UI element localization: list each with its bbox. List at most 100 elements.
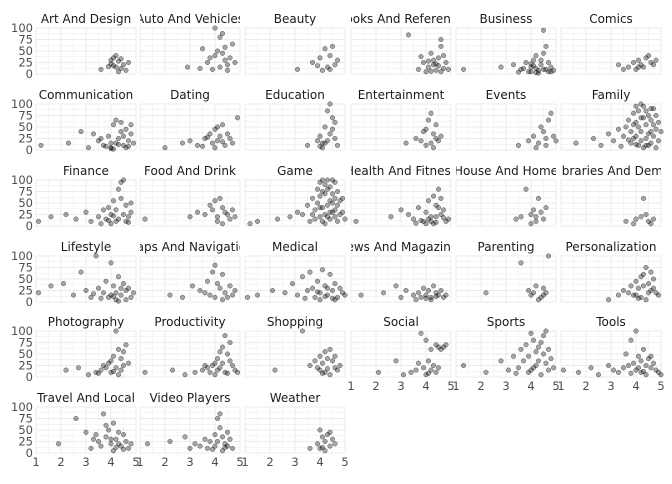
data-point <box>219 297 226 303</box>
data-point <box>38 142 44 148</box>
data-point <box>540 129 547 135</box>
data-point <box>322 211 328 218</box>
data-point <box>125 138 132 144</box>
data-point <box>398 294 404 300</box>
facet-label: Maps And Navigation <box>126 240 253 254</box>
data-point <box>229 445 236 451</box>
data-point <box>623 124 629 130</box>
data-point <box>123 297 129 303</box>
data-point <box>219 50 226 56</box>
data-point <box>78 269 84 275</box>
data-point <box>560 367 567 373</box>
data-point <box>217 411 223 417</box>
data-point <box>423 209 429 215</box>
data-point <box>197 287 203 294</box>
data-point <box>538 339 544 346</box>
data-point <box>304 202 311 208</box>
data-point <box>227 283 233 289</box>
data-point <box>620 133 627 139</box>
data-point <box>540 285 547 291</box>
facet-label: Parenting <box>478 240 535 254</box>
data-point <box>282 290 288 296</box>
data-point <box>197 65 203 72</box>
data-point <box>638 115 644 121</box>
data-point <box>78 129 84 135</box>
x-tick-label: 2 <box>582 379 589 393</box>
data-point <box>438 287 444 294</box>
facet-label: Travel And Local <box>36 391 135 405</box>
x-tick-label: 3 <box>82 455 89 469</box>
data-point <box>254 218 261 224</box>
data-point <box>324 356 331 362</box>
data-point <box>332 353 338 359</box>
data-point <box>199 46 206 52</box>
facet-label: Events <box>486 88 527 102</box>
data-point <box>428 50 434 56</box>
data-point <box>643 297 649 303</box>
data-point <box>120 211 127 218</box>
data-point <box>322 349 328 355</box>
data-point <box>440 207 447 213</box>
data-point <box>108 140 114 146</box>
x-tick-label: 1 <box>557 379 564 393</box>
data-point <box>118 367 124 373</box>
data-point <box>219 360 226 366</box>
y-tick-label: 25 <box>18 284 33 298</box>
data-point <box>309 285 316 291</box>
x-tick-label: 3 <box>186 455 193 469</box>
data-point <box>648 221 654 227</box>
facet-panel: Entertainment <box>350 88 452 151</box>
data-point <box>630 360 637 366</box>
data-point <box>73 415 79 422</box>
data-point <box>227 216 233 222</box>
data-point <box>224 351 231 357</box>
y-tick-label: 0 <box>26 446 33 460</box>
data-point <box>319 267 326 273</box>
data-point <box>460 362 467 369</box>
data-point <box>48 214 54 220</box>
data-point <box>207 438 213 445</box>
data-point <box>433 67 439 73</box>
data-point <box>375 369 382 375</box>
data-point <box>334 142 341 148</box>
data-point <box>633 216 639 222</box>
x-tick-label: 5 <box>657 379 664 393</box>
data-point <box>425 117 432 123</box>
data-point <box>322 124 328 130</box>
x-tick-label: 4 <box>316 455 323 469</box>
data-point <box>324 202 331 208</box>
facet-label: Video Players <box>149 391 230 405</box>
x-tick-label: 2 <box>57 455 64 469</box>
data-point <box>88 445 94 451</box>
data-point <box>540 27 547 33</box>
data-point <box>428 218 434 224</box>
data-point <box>423 295 429 301</box>
data-point <box>120 133 127 139</box>
data-point <box>115 186 122 192</box>
facet-panel: Personalization <box>560 240 662 303</box>
data-point <box>224 211 231 218</box>
data-point <box>418 53 424 60</box>
data-point <box>329 295 336 301</box>
data-point <box>538 209 544 215</box>
data-point <box>638 129 644 135</box>
data-point <box>105 133 112 139</box>
data-point <box>327 372 333 378</box>
data-point <box>433 369 439 375</box>
data-point <box>144 441 151 447</box>
data-point <box>123 145 129 151</box>
data-point <box>635 108 642 114</box>
data-point <box>337 285 343 291</box>
data-point <box>329 115 336 121</box>
x-tick-label: 5 <box>132 455 139 469</box>
data-point <box>212 360 218 366</box>
data-point <box>307 362 313 369</box>
facet-panel: Health And Fitness <box>350 164 452 227</box>
data-point <box>299 328 306 334</box>
data-point <box>128 294 134 300</box>
data-point <box>312 216 318 222</box>
data-point <box>167 438 173 445</box>
data-point <box>633 133 639 139</box>
data-point <box>229 362 236 369</box>
data-point <box>438 195 444 201</box>
